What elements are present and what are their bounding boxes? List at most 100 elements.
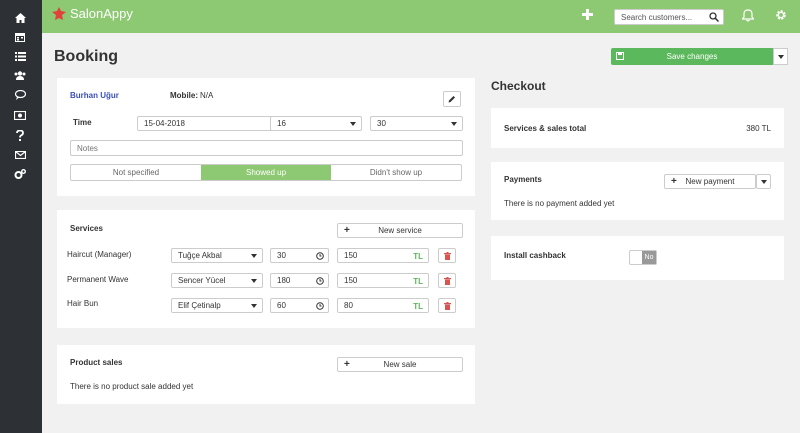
sidebar (0, 0, 42, 433)
caret-down-icon (451, 122, 457, 126)
plus-icon: + (671, 176, 677, 187)
trash-icon (443, 251, 451, 260)
product-sales-card: Product sales + New sale There is no pro… (57, 345, 475, 404)
payment-dropdown-button[interactable] (756, 174, 771, 189)
save-dropdown-button[interactable] (773, 48, 788, 65)
attendance-showed-up[interactable]: Showed up (201, 165, 331, 180)
staff-value: Elif Çetinalp (178, 301, 221, 310)
notes-input[interactable] (70, 140, 463, 156)
plus-icon: + (344, 225, 350, 236)
attendance-didnt-show-up[interactable]: Didn't show up (369, 168, 423, 177)
money-icon[interactable] (13, 108, 27, 122)
envelope-icon[interactable] (13, 148, 27, 162)
product-sales-title: Product sales (70, 358, 123, 367)
price-value: 150 (344, 276, 358, 285)
price-input[interactable]: 80 TL (337, 298, 429, 313)
cashback-toggle-label: No (642, 251, 656, 264)
mobile-label: Mobile: (170, 91, 198, 100)
floppy-icon (616, 52, 624, 62)
clock-icon (316, 302, 324, 312)
delete-service-button[interactable] (438, 273, 456, 288)
duration-input[interactable]: 180 (270, 273, 329, 288)
new-payment-label: New payment (685, 177, 735, 186)
price-input[interactable]: 150 TL (337, 248, 429, 263)
payments-empty-text: There is no payment added yet (504, 199, 615, 208)
minute-select[interactable]: 30 (370, 116, 463, 131)
question-icon[interactable] (13, 128, 27, 142)
search-input[interactable] (615, 10, 705, 24)
payments-card: Payments + New payment There is no payme… (491, 162, 784, 220)
currency-label: TL (413, 252, 423, 261)
home-icon[interactable] (13, 11, 27, 25)
cogs-icon[interactable] (13, 167, 27, 181)
total-value: 380 TL (746, 124, 771, 133)
total-label: Services & sales total (504, 124, 587, 133)
pencil-icon (448, 96, 455, 103)
search-box (614, 9, 724, 25)
app-name: SalonAppy (70, 6, 133, 21)
top-bar: SalonAppy (42, 0, 800, 33)
list-icon[interactable] (13, 49, 27, 63)
staff-select[interactable]: Tuğçe Akbal (171, 248, 263, 263)
currency-label: TL (413, 277, 423, 286)
hour-value: 16 (277, 119, 286, 128)
staff-select[interactable]: Sencer Yücel (171, 273, 263, 288)
trash-icon (443, 276, 451, 285)
new-service-button[interactable]: + New service (337, 223, 463, 238)
caret-down-icon (251, 254, 257, 258)
duration-value: 30 (277, 251, 286, 260)
service-name: Hair Bun (67, 299, 99, 308)
logo-icon (52, 6, 66, 20)
customer-name-link[interactable]: Burhan Uğur (70, 91, 119, 100)
new-service-label: New service (378, 226, 422, 235)
edit-customer-button[interactable] (443, 91, 461, 107)
cashback-toggle[interactable]: No (629, 250, 657, 265)
staff-value: Sencer Yücel (178, 276, 226, 285)
trash-icon (443, 301, 451, 310)
caret-down-icon (251, 279, 257, 283)
mobile-value: N/A (200, 91, 214, 100)
delete-service-button[interactable] (438, 298, 456, 313)
comment-icon[interactable] (13, 88, 27, 102)
save-changes-label: Save changes (666, 52, 718, 61)
service-name: Haircut (Manager) (67, 250, 132, 259)
search-icon[interactable] (709, 12, 720, 24)
checkout-title: Checkout (491, 79, 546, 93)
logo[interactable]: SalonAppy (52, 6, 133, 21)
minute-value: 30 (377, 119, 386, 128)
caret-down-icon (251, 304, 257, 308)
attendance-segmented-control: Not specified Showed up Didn't show up (70, 164, 462, 181)
cashback-label: Install cashback (504, 251, 566, 260)
hour-select[interactable]: 16 (270, 116, 362, 131)
service-name: Permanent Wave (67, 275, 129, 284)
product-sales-empty-text: There is no product sale added yet (70, 382, 194, 391)
calendar-icon[interactable] (13, 30, 27, 44)
time-label: Time (73, 118, 92, 127)
plus-icon[interactable] (582, 9, 593, 22)
bell-icon[interactable] (741, 9, 755, 24)
staff-value: Tuğçe Akbal (178, 251, 222, 260)
new-payment-button[interactable]: + New payment (664, 174, 756, 189)
clock-icon (316, 252, 324, 262)
duration-input[interactable]: 30 (270, 248, 329, 263)
attendance-not-specified[interactable]: Not specified (112, 168, 160, 177)
users-icon[interactable] (13, 68, 27, 82)
caret-down-icon (760, 179, 767, 184)
currency-label: TL (413, 302, 423, 311)
new-sale-label: New sale (383, 360, 417, 369)
clock-icon (316, 277, 324, 287)
price-value: 80 (344, 301, 353, 310)
duration-input[interactable]: 60 (270, 298, 329, 313)
save-changes-button[interactable]: Save changes (611, 48, 773, 65)
staff-select[interactable]: Elif Çetinalp (171, 298, 263, 313)
price-value: 150 (344, 251, 358, 260)
page-title: Booking (54, 48, 118, 65)
price-input[interactable]: 150 TL (337, 273, 429, 288)
gear-icon[interactable] (775, 9, 787, 23)
new-sale-button[interactable]: + New sale (337, 357, 463, 372)
duration-value: 60 (277, 301, 286, 310)
delete-service-button[interactable] (438, 248, 456, 263)
caret-down-icon (350, 122, 356, 126)
payments-label: Payments (504, 175, 542, 184)
services-title: Services (70, 224, 103, 233)
